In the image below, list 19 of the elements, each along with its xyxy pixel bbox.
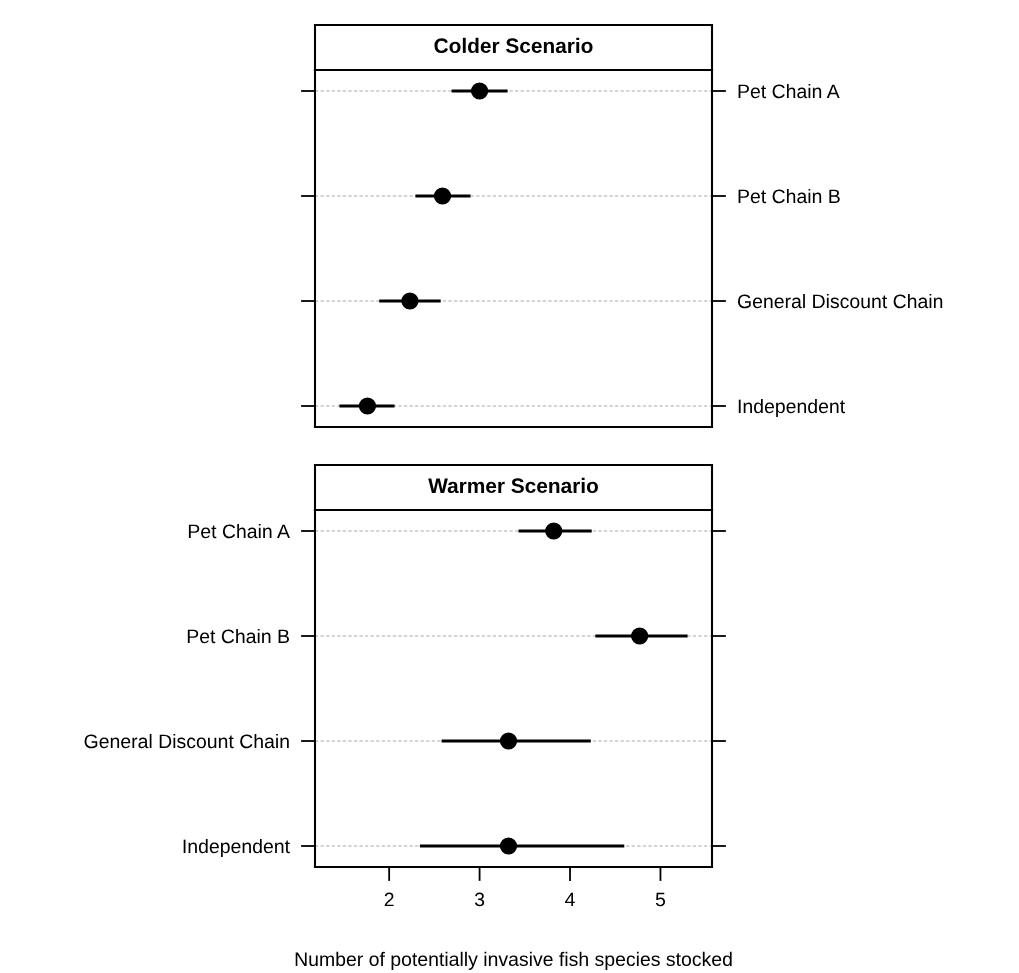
point [470,82,489,100]
x-tick-label: 4 [565,892,575,907]
point [401,292,419,310]
x-tick-label: 2 [384,892,394,907]
x-axis-title: Number of potentially invasive fish species stocked [295,951,732,970]
y-tick-label: Pet Chain B [187,628,289,644]
y-tick-label: Independent [738,398,845,418]
chart-title: Warmer Scenario [428,477,598,494]
y-tick-label: Pet Chain B [738,188,840,204]
y-tick-label: Pet Chain A [188,523,290,539]
y-tick-label: Independent [183,838,290,858]
y-tick-label: General Discount Chain [737,293,943,309]
y-tick-label: General Discount Chain [84,733,289,749]
point [433,187,452,205]
point [358,397,377,415]
x-tick-label: 3 [474,892,485,907]
chart-title: Colder Scenario [434,37,593,54]
y-tick-label: Pet Chain A [738,83,840,99]
x-tick-label: 5 [655,892,666,907]
